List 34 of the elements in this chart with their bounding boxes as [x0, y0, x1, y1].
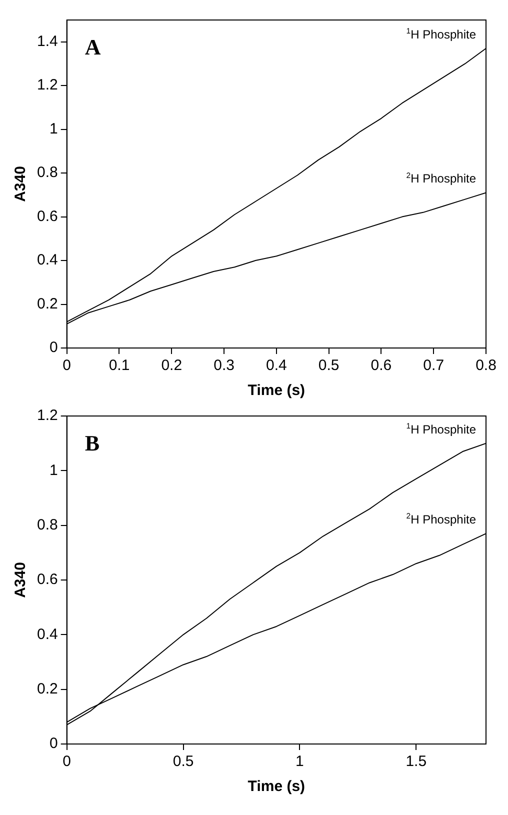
x-tick-label: 0 — [62, 357, 72, 374]
y-tick-label: 0.4 — [36, 626, 58, 643]
y-tick-label: 0.4 — [36, 252, 58, 269]
y-tick-label: 0.2 — [36, 295, 58, 312]
y-axis-title: A340 — [12, 562, 30, 598]
x-tick-label: 0.7 — [423, 357, 444, 374]
y-tick-label: 1.2 — [36, 76, 58, 94]
x-axis-title: Time (s) — [248, 778, 306, 796]
x-tick-label: 0 — [62, 753, 72, 770]
x-tick-label: 0.5 — [318, 357, 340, 374]
x-tick-label: 0.8 — [476, 357, 496, 374]
x-tick-label: 0.5 — [172, 753, 194, 770]
y-tick-label: 0 — [50, 735, 58, 752]
x-axis-title: Time (s) — [248, 382, 306, 400]
y-tick-label: 0.2 — [36, 680, 58, 698]
x-tick-label: 0.1 — [108, 357, 130, 374]
y-tick-label: 1.4 — [36, 33, 58, 50]
text: A — [84, 34, 101, 60]
y-tick-label: 1 — [50, 462, 58, 479]
y-tick-label: 0.6 — [36, 208, 58, 225]
text: B — [84, 430, 100, 456]
x-tick-label: 1.5 — [406, 753, 427, 770]
x-tick-label: 0.6 — [370, 357, 392, 374]
x-tick-label: 0.4 — [266, 357, 287, 374]
y-tick-label: 0 — [50, 339, 58, 356]
x-tick-label: 0.3 — [214, 357, 234, 374]
y-tick-label: 0.6 — [36, 571, 58, 588]
x-tick-label: 0.2 — [161, 357, 182, 374]
x-tick-label: 1 — [296, 753, 304, 770]
y-tick-label: 1 — [50, 120, 58, 138]
y-axis-title: A340 — [12, 166, 30, 202]
y-tick-label: 0.8 — [36, 164, 58, 182]
y-tick-label: 1.2 — [36, 407, 58, 424]
y-tick-label: 0.8 — [36, 516, 58, 534]
